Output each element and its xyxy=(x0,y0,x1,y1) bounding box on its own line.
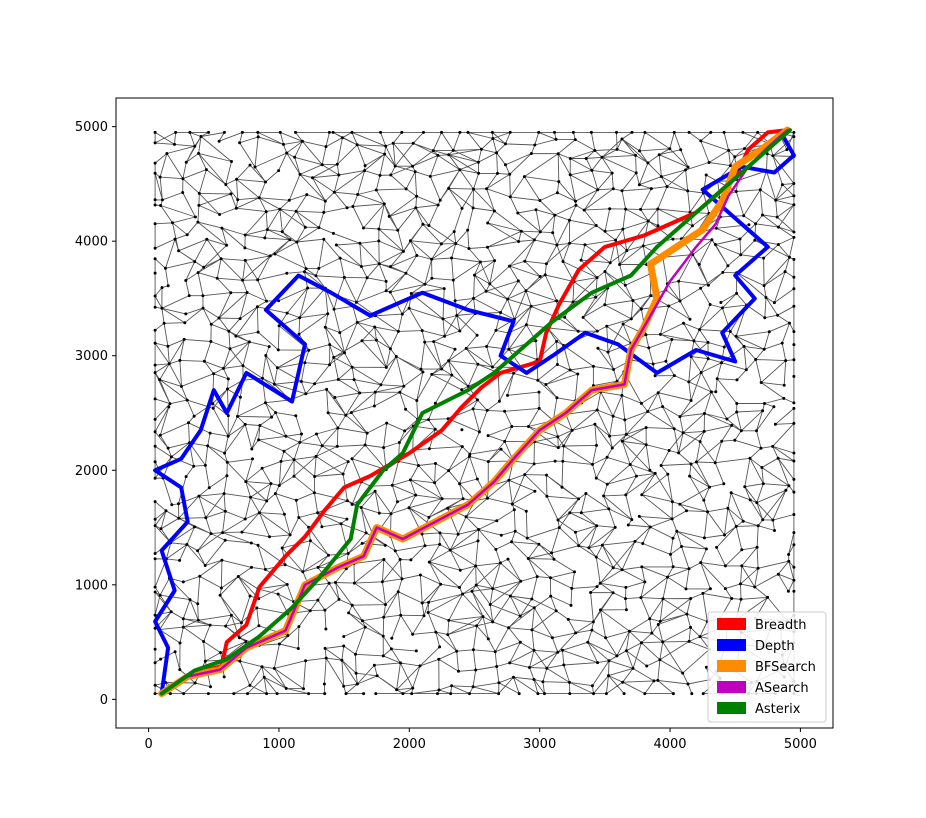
plot-frame xyxy=(115,97,834,729)
y-tick-label: 0 xyxy=(100,693,108,708)
x-tick-label: 2000 xyxy=(393,737,426,752)
legend-label-bfsearch: BFSearch xyxy=(755,660,816,675)
y-tick-label: 3000 xyxy=(75,349,108,364)
legend-swatch-asterix xyxy=(717,702,746,714)
axes: 0 1000 2000 3000 4000 5000 0 1000 2000 3000 4000 50… xyxy=(75,120,817,752)
x-tick-label: 3000 xyxy=(523,737,556,752)
legend-swatch-breadth xyxy=(717,618,746,630)
x-tick-label: 4000 xyxy=(653,737,686,752)
legend-label-breadth: Breadth xyxy=(755,618,807,633)
series-line-asterix xyxy=(159,128,792,696)
y-tick-label: 4000 xyxy=(75,235,108,250)
x-tick-label: 5000 xyxy=(784,737,817,752)
x-tick-label: 1000 xyxy=(262,737,295,752)
legend-swatch-depth xyxy=(717,639,746,651)
y-tick-label: 1000 xyxy=(75,578,108,593)
legend-swatch-bfsearch xyxy=(717,660,746,672)
y-tick-label: 5000 xyxy=(75,120,108,135)
legend-label-asearch: ASearch xyxy=(755,681,809,696)
legend: Breadth Depth BFSearch ASearch Asterix xyxy=(707,611,827,723)
legend-label-asterix: Asterix xyxy=(755,702,801,717)
x-tick-label: 0 xyxy=(144,737,152,752)
legend-swatch-asearch xyxy=(717,681,746,693)
series-line-depth xyxy=(153,130,796,696)
y-tick-label: 2000 xyxy=(75,464,108,479)
path-series xyxy=(153,126,796,698)
legend-label-depth: Depth xyxy=(755,639,795,654)
